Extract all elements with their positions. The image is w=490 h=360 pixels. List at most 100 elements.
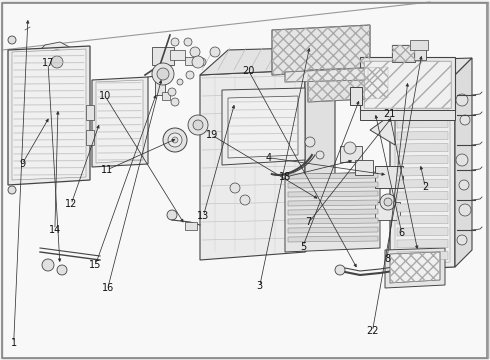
- Polygon shape: [455, 58, 472, 267]
- Circle shape: [57, 265, 67, 275]
- Circle shape: [45, 50, 69, 74]
- Circle shape: [335, 265, 345, 275]
- Text: 13: 13: [197, 211, 210, 221]
- Polygon shape: [397, 84, 448, 92]
- Text: 7: 7: [306, 217, 312, 228]
- Circle shape: [177, 79, 183, 85]
- Text: 18: 18: [279, 172, 291, 182]
- Circle shape: [460, 115, 470, 125]
- Polygon shape: [96, 80, 143, 163]
- Text: 5: 5: [300, 242, 306, 252]
- Bar: [350, 87, 362, 105]
- Polygon shape: [92, 77, 148, 167]
- Polygon shape: [397, 239, 448, 248]
- Polygon shape: [200, 47, 335, 75]
- Text: 2: 2: [422, 182, 428, 192]
- Bar: [360, 57, 455, 112]
- Polygon shape: [285, 68, 368, 82]
- Polygon shape: [397, 95, 448, 104]
- Circle shape: [184, 38, 192, 46]
- Text: 17: 17: [42, 58, 54, 68]
- Polygon shape: [397, 252, 448, 260]
- Circle shape: [8, 36, 16, 44]
- Polygon shape: [397, 167, 448, 176]
- Polygon shape: [390, 58, 472, 78]
- Polygon shape: [397, 180, 448, 188]
- Polygon shape: [288, 227, 378, 233]
- Bar: [155, 73, 165, 95]
- Circle shape: [171, 38, 179, 46]
- Bar: [375, 202, 400, 220]
- Circle shape: [316, 151, 324, 159]
- Bar: [152, 47, 174, 65]
- Polygon shape: [385, 248, 445, 288]
- Text: 8: 8: [384, 254, 390, 264]
- Polygon shape: [200, 70, 305, 260]
- Circle shape: [459, 180, 469, 190]
- Circle shape: [457, 235, 467, 245]
- Circle shape: [193, 120, 203, 130]
- Text: 11: 11: [101, 165, 113, 175]
- Bar: [360, 110, 455, 120]
- Polygon shape: [288, 182, 378, 188]
- Polygon shape: [222, 88, 305, 165]
- Polygon shape: [305, 47, 335, 252]
- Bar: [185, 57, 193, 65]
- Bar: [170, 50, 185, 60]
- Polygon shape: [48, 95, 85, 125]
- Polygon shape: [308, 67, 388, 102]
- Circle shape: [456, 154, 468, 166]
- Circle shape: [157, 68, 169, 80]
- Circle shape: [192, 56, 204, 68]
- Circle shape: [186, 71, 194, 79]
- Circle shape: [168, 88, 176, 96]
- Bar: [410, 40, 428, 50]
- Polygon shape: [370, 112, 395, 145]
- Bar: [162, 92, 170, 100]
- Circle shape: [210, 47, 220, 57]
- Text: 14: 14: [49, 225, 61, 235]
- Polygon shape: [30, 42, 80, 82]
- Polygon shape: [285, 172, 380, 252]
- Bar: [86, 130, 94, 145]
- Bar: [364, 61, 451, 108]
- Polygon shape: [397, 216, 448, 224]
- Text: 10: 10: [99, 91, 112, 102]
- Text: 22: 22: [366, 326, 379, 336]
- Circle shape: [240, 195, 250, 205]
- Circle shape: [344, 142, 356, 154]
- Polygon shape: [397, 192, 448, 200]
- Polygon shape: [288, 236, 378, 242]
- Text: 4: 4: [266, 153, 271, 163]
- Circle shape: [152, 63, 174, 85]
- Text: 1: 1: [11, 338, 17, 348]
- Polygon shape: [397, 203, 448, 212]
- Polygon shape: [288, 173, 378, 179]
- Polygon shape: [288, 191, 378, 197]
- Polygon shape: [397, 144, 448, 152]
- Polygon shape: [392, 45, 415, 62]
- Circle shape: [459, 204, 471, 216]
- Polygon shape: [288, 200, 378, 206]
- Circle shape: [456, 94, 468, 106]
- Polygon shape: [288, 218, 378, 224]
- Circle shape: [198, 58, 206, 66]
- Circle shape: [167, 210, 177, 220]
- Text: 19: 19: [206, 130, 218, 140]
- Circle shape: [8, 186, 16, 194]
- Text: 6: 6: [399, 228, 405, 238]
- Polygon shape: [397, 228, 448, 236]
- Text: 15: 15: [89, 260, 102, 270]
- Bar: [185, 222, 197, 230]
- Polygon shape: [228, 96, 298, 158]
- Circle shape: [51, 56, 63, 68]
- Circle shape: [305, 137, 315, 147]
- Circle shape: [172, 137, 178, 143]
- Polygon shape: [288, 209, 378, 215]
- Bar: [355, 160, 373, 175]
- Circle shape: [230, 183, 240, 193]
- Polygon shape: [12, 49, 86, 180]
- Circle shape: [168, 133, 182, 147]
- Circle shape: [190, 47, 200, 57]
- Polygon shape: [395, 80, 450, 265]
